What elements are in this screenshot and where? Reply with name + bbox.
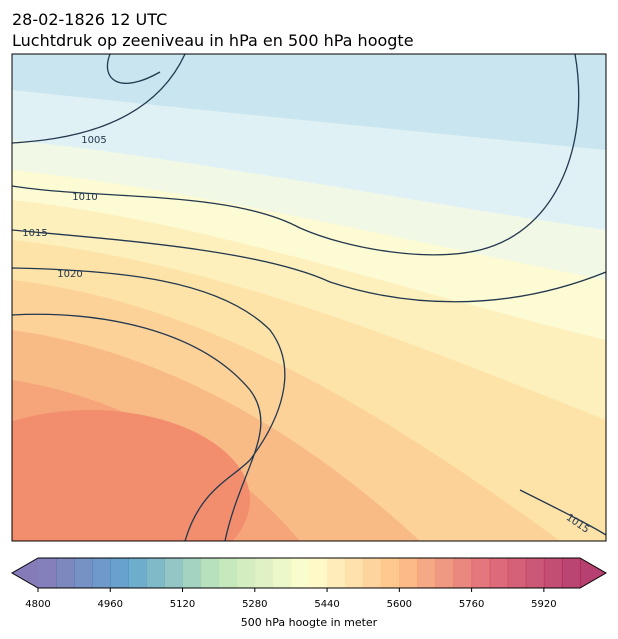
map-frame <box>11 53 607 542</box>
colorbar-label: 500 hPa hoogte in meter <box>241 616 378 629</box>
map: 1005 1010 1015 1020 1015 <box>12 54 606 541</box>
colorbar-extend <box>12 558 38 588</box>
colorbar-swatch <box>525 558 545 588</box>
isobar-label: 1005 <box>81 135 106 146</box>
colorbar-tick-label: 5280 <box>242 599 267 610</box>
date-title: 28-02-1826 12 UTC <box>12 10 167 29</box>
colorbar-swatch <box>345 558 364 588</box>
map-title: Luchtdruk op zeeniveau in hPa en 500 hPa… <box>12 31 414 50</box>
colorbar-swatch <box>200 558 220 588</box>
colorbar-swatch <box>381 558 400 588</box>
colorbar-swatch <box>290 558 310 588</box>
colorbar-tick-label: 5440 <box>314 599 339 610</box>
colorbar-outline <box>10 557 608 589</box>
colorbar-swatch <box>453 558 473 588</box>
colorbar-swatch <box>56 558 75 588</box>
colorbar-swatch <box>146 558 165 588</box>
colorbar-swatch <box>218 558 238 588</box>
isobar-label: 1015 <box>22 228 47 239</box>
colorbar-tick-label: 5920 <box>531 599 556 610</box>
colorbar-swatch <box>327 558 346 588</box>
colorbar-swatch <box>417 558 436 588</box>
colorbar-swatch <box>254 558 274 588</box>
colorbar-swatch <box>489 558 509 588</box>
colorbar-swatch <box>128 558 147 588</box>
colorbar-swatch <box>561 558 581 588</box>
colorbar-swatch <box>74 558 93 588</box>
colorbar-tick-label: 4960 <box>98 599 123 610</box>
colorbar-swatch <box>435 558 455 588</box>
colorbar-tick-label: 5760 <box>459 599 484 610</box>
colorbar-swatch <box>363 558 382 588</box>
isobar-label: 1020 <box>57 269 82 280</box>
colorbar-extend <box>580 558 606 588</box>
colorbar-swatch <box>236 558 256 588</box>
colorbar-swatch <box>471 558 491 588</box>
colorbar-swatch <box>507 558 527 588</box>
colorbar-tick-label: 5600 <box>387 599 412 610</box>
colorbar-swatch <box>92 558 111 588</box>
colorbar-swatch <box>309 558 328 588</box>
colorbar-swatch <box>164 558 184 588</box>
colorbar-swatch <box>272 558 292 588</box>
colorbar-swatch <box>38 558 57 588</box>
colorbar-swatch <box>399 558 418 588</box>
colorbar-tick-label: 4800 <box>25 599 50 610</box>
colorbar-swatch <box>182 558 202 588</box>
colorbar: 4800 4960 5120 5280 5440 5600 5760 5920 <box>10 557 608 610</box>
colorbar-swatch <box>543 558 563 588</box>
colorbar-tick-label: 5120 <box>170 599 195 610</box>
colorbar-swatch <box>110 558 129 588</box>
isobar-label: 1010 <box>72 192 97 203</box>
